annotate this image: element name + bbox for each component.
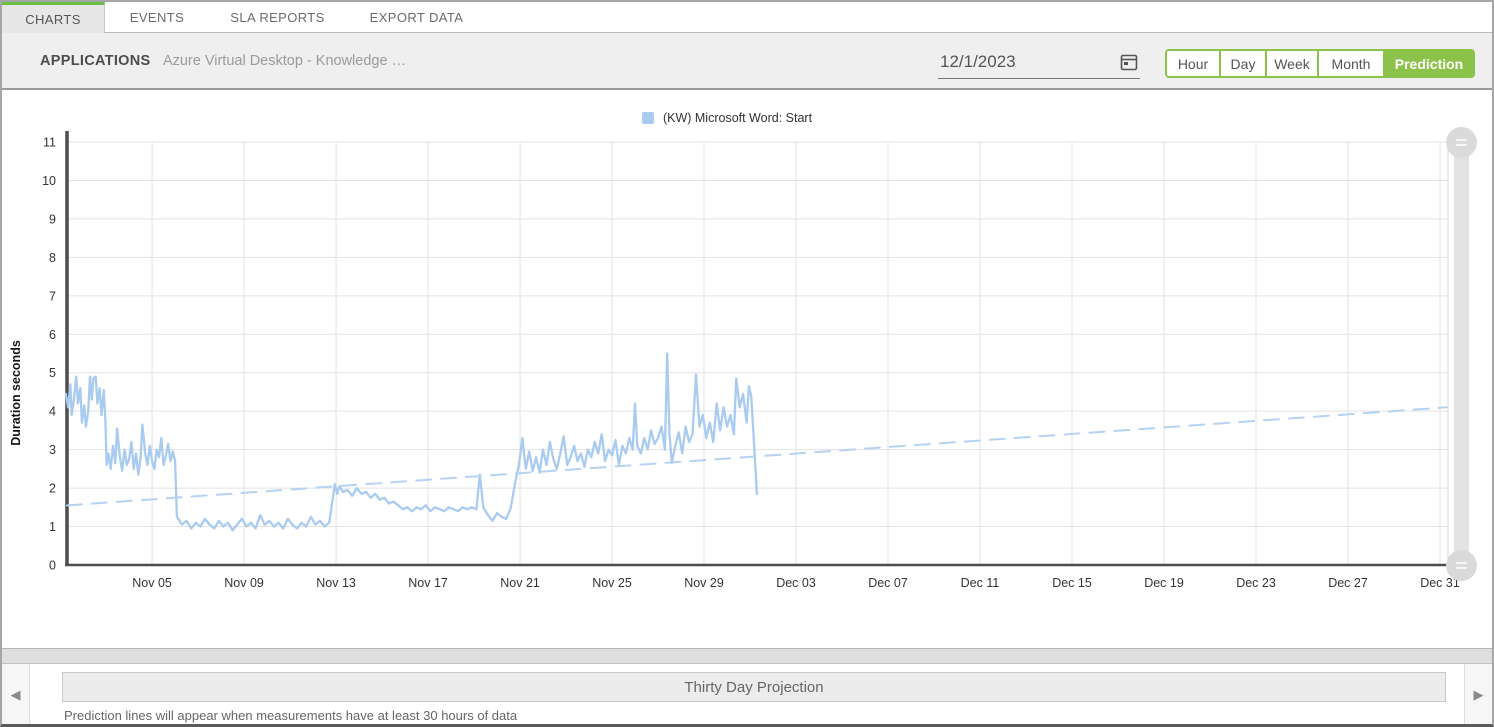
projection-panel: ◀ Thirty Day Projection Prediction lines… [2, 664, 1492, 724]
svg-text:Nov 17: Nov 17 [408, 576, 448, 590]
thirty-day-projection-bar[interactable]: Thirty Day Projection [62, 672, 1446, 702]
left-arrow-icon: ◀ [10, 686, 21, 702]
svg-text:Dec 07: Dec 07 [868, 576, 908, 590]
selected-application: Azure Virtual Desktop - Knowledge … [162, 53, 407, 69]
y-range-slider-handle-bottom[interactable] [1446, 550, 1477, 581]
svg-text:3: 3 [49, 443, 56, 457]
day-button[interactable]: Day [1221, 51, 1267, 76]
prediction-caption: Prediction lines will appear when measur… [64, 708, 518, 723]
svg-text:10: 10 [42, 174, 56, 188]
y-range-slider-handle-top[interactable] [1446, 127, 1477, 158]
svg-text:8: 8 [49, 251, 56, 265]
right-arrow-icon: ▶ [1473, 686, 1484, 702]
tab-export-data[interactable]: EXPORT DATA [346, 2, 487, 33]
date-input[interactable]: 12/1/2023 [938, 45, 1140, 79]
tab-events-label: EVENTS [129, 10, 185, 25]
day-button-label: Day [1230, 55, 1256, 72]
chart-plot: Nov 05 Nov 09 Nov 13 Nov 17 Nov 21 Nov 25 Nov … [42, 131, 1460, 590]
svg-text:Nov 25: Nov 25 [592, 576, 632, 590]
svg-text:Dec 27: Dec 27 [1328, 576, 1368, 590]
svg-text:2: 2 [49, 482, 56, 496]
time-range-button-group: Hour Day Week Month Prediction [1165, 49, 1475, 78]
svg-text:1: 1 [49, 520, 56, 534]
application-selector[interactable]: APPLICATIONS Azure Virtual Desktop - Kno… [40, 52, 406, 70]
svg-text:Dec 11: Dec 11 [961, 576, 1000, 590]
calendar-icon[interactable] [1120, 53, 1138, 71]
svg-text:5: 5 [49, 366, 56, 380]
panel-separator [2, 649, 1492, 664]
legend-swatch [641, 112, 654, 124]
svg-text:7: 7 [49, 289, 56, 303]
svg-text:4: 4 [49, 405, 56, 419]
tab-export-data-label: EXPORT DATA [369, 10, 464, 25]
hour-button[interactable]: Hour [1167, 51, 1221, 76]
svg-text:Dec 03: Dec 03 [776, 576, 816, 590]
chart-legend[interactable]: (KW) Microsoft Word: Start [2, 111, 1452, 125]
prediction-button[interactable]: Prediction [1385, 51, 1473, 76]
svg-text:Nov 21: Nov 21 [500, 576, 540, 590]
grip-lines-icon [1456, 562, 1467, 564]
tab-sla-reports-label: SLA REPORTS [230, 10, 325, 25]
tab-sla-reports[interactable]: SLA REPORTS [209, 2, 346, 33]
tab-charts[interactable]: CHARTS [2, 2, 105, 33]
week-button-label: Week [1274, 55, 1310, 72]
svg-text:Dec 15: Dec 15 [1052, 576, 1092, 590]
hour-button-label: Hour [1177, 55, 1209, 72]
scroll-left-button[interactable]: ◀ [2, 664, 30, 724]
tab-bar: CHARTS EVENTS SLA REPORTS EXPORT DATA [2, 2, 1492, 33]
legend-label: (KW) Microsoft Word: Start [662, 111, 813, 125]
svg-text:6: 6 [49, 328, 56, 342]
chart-header: APPLICATIONS Azure Virtual Desktop - Kno… [2, 33, 1492, 90]
grip-lines-icon [1456, 139, 1467, 141]
svg-text:Nov 29: Nov 29 [684, 576, 724, 590]
tab-events[interactable]: EVENTS [105, 2, 209, 33]
svg-text:9: 9 [49, 212, 56, 226]
tab-charts-label: CHARTS [25, 11, 81, 27]
y-range-slider-track[interactable] [1454, 142, 1469, 567]
svg-text:Nov 13: Nov 13 [316, 576, 356, 590]
svg-text:Dec 31: Dec 31 [1420, 576, 1460, 590]
week-button[interactable]: Week [1267, 51, 1319, 76]
svg-text:Nov 09: Nov 09 [224, 576, 264, 590]
date-value: 12/1/2023 [940, 51, 1016, 71]
applications-label: APPLICATIONS [40, 53, 151, 69]
svg-text:Dec 19: Dec 19 [1144, 576, 1184, 590]
scroll-right-button[interactable]: ▶ [1464, 664, 1492, 724]
projection-bar-label: Thirty Day Projection [684, 678, 824, 696]
svg-text:0: 0 [49, 559, 56, 573]
chart-panel: (KW) Microsoft Word: Start Nov 05 Nov 09 N… [2, 90, 1492, 649]
grip-lines-icon [1456, 567, 1467, 569]
svg-text:Dec 23: Dec 23 [1236, 576, 1276, 590]
svg-text:11: 11 [43, 136, 56, 150]
svg-text:Nov 05: Nov 05 [132, 576, 172, 590]
month-button-label: Month [1331, 55, 1371, 72]
y-axis-title: Duration seconds [9, 340, 23, 446]
prediction-button-label: Prediction [1394, 55, 1464, 72]
grip-lines-icon [1456, 144, 1467, 146]
month-button[interactable]: Month [1319, 51, 1385, 76]
